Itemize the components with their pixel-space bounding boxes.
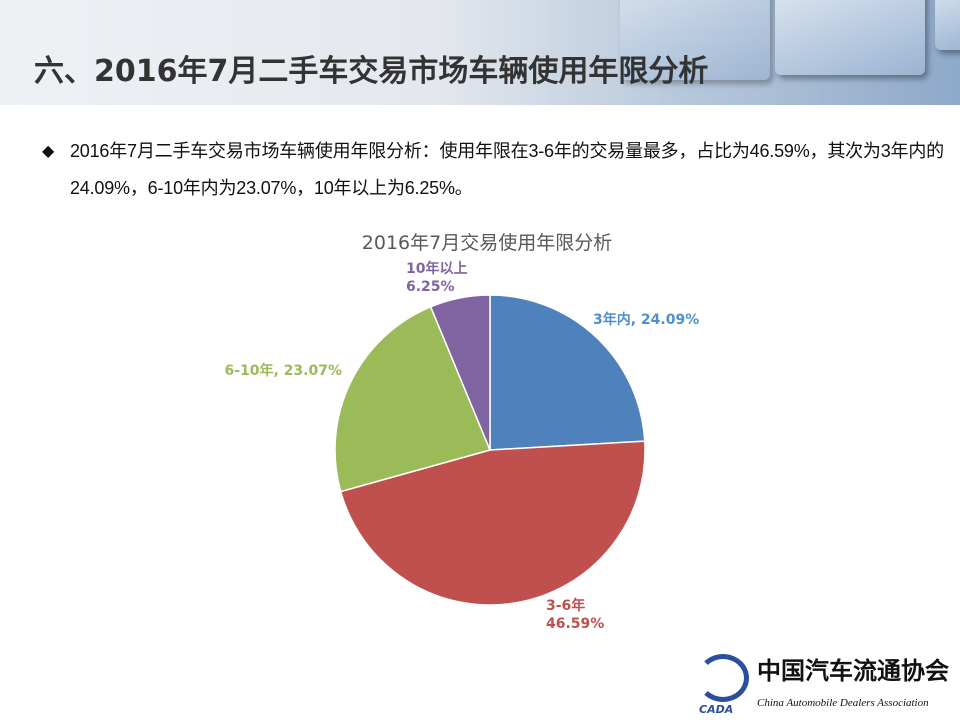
summary-bullet: ◆ 2016年7月二手车交易市场车辆使用年限分析：使用年限在3-6年的交易量最多… bbox=[42, 133, 947, 207]
data-label-2: 6-10年, 23.07% bbox=[224, 362, 342, 379]
summary-text: 2016年7月二手车交易市场车辆使用年限分析：使用年限在3-6年的交易量最多，占… bbox=[70, 141, 944, 198]
pie-slice-0 bbox=[489, 294, 646, 451]
header-banner: 六、2016年7月二手车交易市场车辆使用年限分析 bbox=[0, 0, 960, 105]
chart-title: 2016年7月交易使用年限分析 bbox=[362, 232, 612, 254]
page-title: 六、2016年7月二手车交易市场车辆使用年限分析 bbox=[34, 54, 709, 89]
decorative-cube bbox=[935, 0, 960, 50]
pie-slice-2 bbox=[334, 305, 492, 493]
cada-logo-mark bbox=[697, 654, 749, 702]
pie-slice-3 bbox=[429, 294, 491, 451]
decorative-cube bbox=[775, 0, 925, 75]
pie-slice-1 bbox=[339, 440, 646, 606]
data-label-3: 10年以上 6.25% bbox=[406, 260, 467, 295]
cada-logo: CADA 中国汽车流通协会 China Automobile Dealers A… bbox=[695, 652, 957, 718]
data-label-0: 3年内, 24.09% bbox=[593, 311, 699, 328]
logo-name-en: China Automobile Dealers Association bbox=[757, 697, 929, 709]
data-label-1: 3-6年 46.59% bbox=[546, 597, 604, 632]
decorative-cube bbox=[620, 0, 770, 80]
logo-name-cn: 中国汽车流通协会 bbox=[757, 656, 949, 685]
diamond-bullet-icon: ◆ bbox=[42, 143, 55, 160]
logo-abbr: CADA bbox=[699, 703, 734, 716]
